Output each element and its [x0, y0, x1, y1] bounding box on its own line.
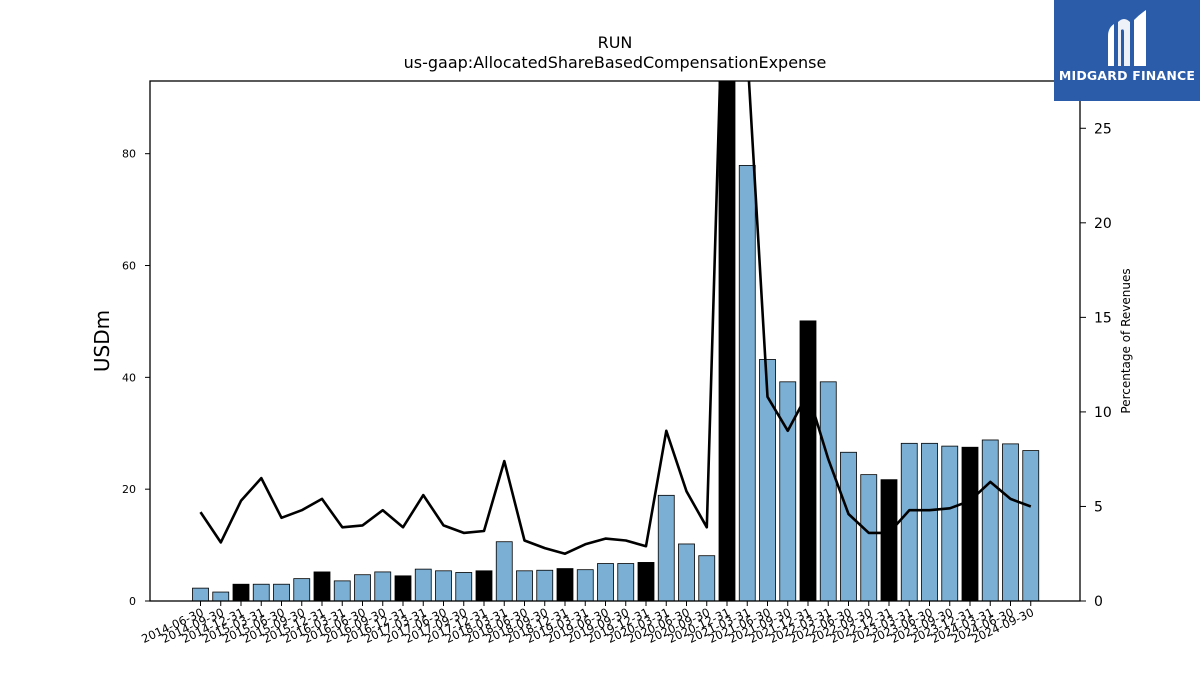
- bar: [212, 591, 230, 601]
- bar: [536, 569, 554, 601]
- y-tick-label-right: 5: [1094, 499, 1103, 515]
- y-tick-label-right: 20: [1094, 216, 1112, 232]
- y-axis-label-right: Percentage of Revenues: [1119, 268, 1133, 413]
- y-tick-label-right: 25: [1094, 121, 1112, 137]
- bar: [192, 587, 209, 601]
- bar: [556, 568, 574, 601]
- bar: [293, 578, 311, 601]
- brand-name: MIDGARD FINANCE: [1058, 68, 1196, 83]
- chart-subtitle: us-gaap:AllocatedShareBasedCompensationE…: [404, 53, 827, 72]
- bar: [495, 541, 513, 601]
- bar: [637, 562, 655, 601]
- midgard-logo-icon: [1108, 10, 1146, 66]
- bar-series: [192, 81, 1040, 601]
- bar: [435, 570, 452, 601]
- bar: [252, 583, 270, 601]
- bar: [799, 320, 817, 601]
- chart-title: RUN: [598, 33, 633, 52]
- bar: [374, 571, 392, 601]
- bar: [1002, 443, 1019, 601]
- bar: [819, 381, 837, 601]
- plot-frame: [149, 80, 1081, 602]
- bar: [657, 494, 675, 601]
- y-tick-label: 60: [122, 260, 136, 273]
- bar: [313, 571, 331, 601]
- bar: [576, 569, 594, 601]
- bar: [860, 474, 878, 601]
- bar: [921, 442, 938, 601]
- bar: [455, 572, 473, 601]
- left-axis-ticks: 0 20 40 60 80: [122, 148, 150, 608]
- bar: [840, 451, 857, 601]
- bar: [414, 568, 432, 601]
- bar: [354, 574, 371, 601]
- right-axis-ticks: 0 5 10 15 20 25: [1080, 121, 1112, 610]
- bar: [900, 442, 918, 601]
- bar: [718, 81, 736, 601]
- line-series-layer: [199, 81, 1032, 556]
- bar: [779, 381, 797, 601]
- y-tick-label: 80: [122, 148, 136, 161]
- x-axis-ticks: 2014-06-302014-09-302014-12-312015-03-31…: [139, 601, 1036, 646]
- bar: [273, 583, 290, 601]
- bar: [941, 445, 959, 601]
- y-tick-label-right: 10: [1094, 405, 1112, 421]
- bar: [475, 570, 493, 601]
- bar: [698, 555, 716, 601]
- y-tick-label: 40: [122, 371, 136, 384]
- bar: [516, 570, 533, 601]
- bar: [1022, 450, 1040, 601]
- y-axis-label: USDm: [90, 310, 114, 372]
- bar: [232, 583, 250, 601]
- y-tick-label-right: 0: [1094, 594, 1103, 610]
- bar: [678, 543, 695, 601]
- bar: [333, 580, 351, 601]
- bar: [880, 479, 898, 601]
- y-tick-label-right: 15: [1094, 310, 1112, 326]
- bar: [961, 446, 979, 601]
- bar: [394, 575, 412, 601]
- bar: [617, 563, 635, 601]
- bar: [738, 165, 756, 601]
- brand-logo: MIDGARD FINANCE: [1054, 0, 1200, 101]
- line-series: [199, 81, 1032, 556]
- bar: [597, 563, 614, 601]
- bar: [981, 439, 999, 601]
- y-tick-label: 20: [122, 483, 136, 496]
- y-tick-label: 0: [129, 595, 136, 608]
